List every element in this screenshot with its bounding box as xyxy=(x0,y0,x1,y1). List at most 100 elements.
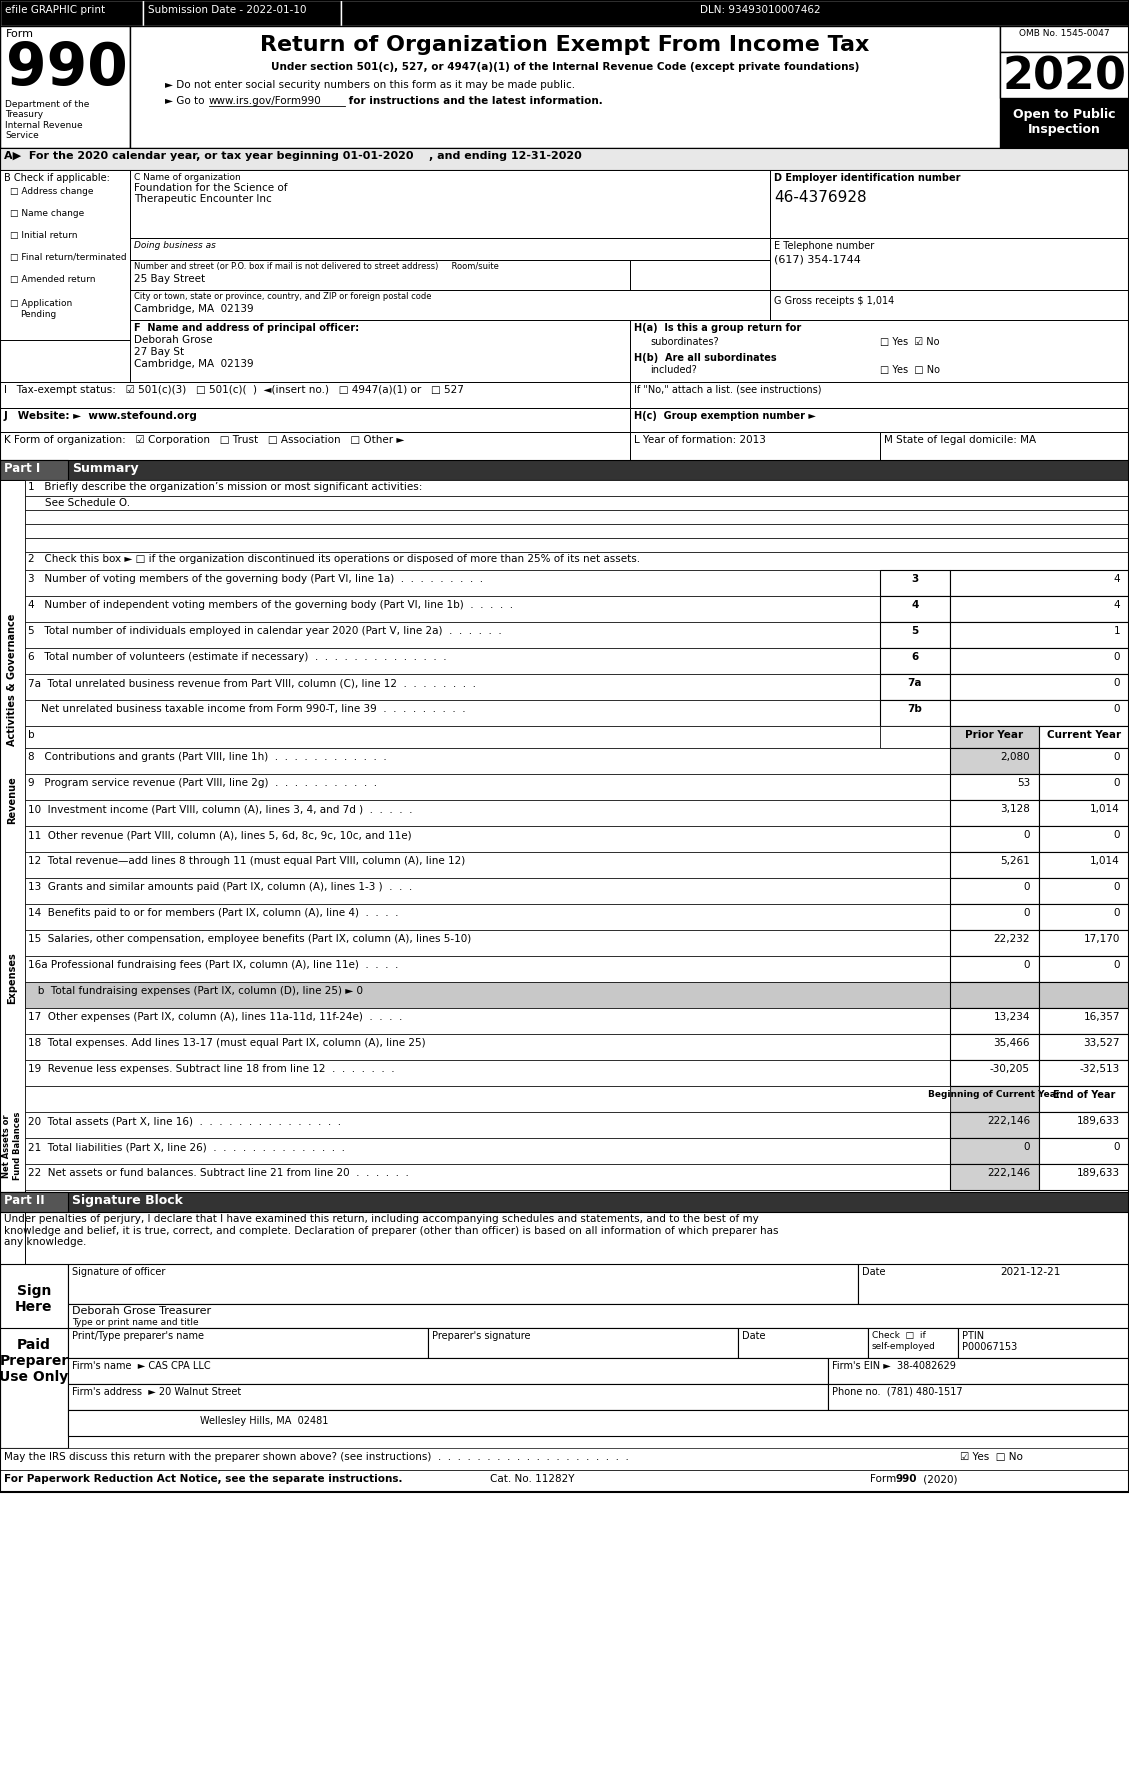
Text: Wellesley Hills, MA  02481: Wellesley Hills, MA 02481 xyxy=(200,1417,329,1426)
Bar xyxy=(25,1033,949,1060)
Text: 2020: 2020 xyxy=(1003,56,1126,99)
Bar xyxy=(879,570,949,596)
Bar xyxy=(130,170,770,238)
Text: 0: 0 xyxy=(1113,777,1120,788)
Text: Revenue: Revenue xyxy=(7,776,17,824)
Text: Deborah Grose: Deborah Grose xyxy=(134,335,212,346)
Text: Cat. No. 11282Y: Cat. No. 11282Y xyxy=(490,1474,575,1485)
Text: for instructions and the latest information.: for instructions and the latest informat… xyxy=(345,97,603,106)
Bar xyxy=(0,27,130,149)
Text: 0: 0 xyxy=(1113,881,1120,892)
Text: 222,146: 222,146 xyxy=(987,1116,1030,1127)
Text: 5   Total number of individuals employed in calendar year 2020 (Part V, line 2a): 5 Total number of individuals employed i… xyxy=(28,627,501,636)
Bar xyxy=(25,853,949,878)
Bar xyxy=(25,1164,949,1189)
Text: M State of legal domicile: MA: M State of legal domicile: MA xyxy=(884,435,1036,444)
Bar xyxy=(130,27,1000,149)
Text: Net Assets or
Fund Balances: Net Assets or Fund Balances xyxy=(2,1112,21,1180)
Text: 46-4376928: 46-4376928 xyxy=(774,190,867,204)
Bar xyxy=(1000,52,1129,99)
Bar xyxy=(130,321,630,381)
Bar xyxy=(949,673,1129,700)
Text: 2021-12-21: 2021-12-21 xyxy=(1000,1266,1060,1277)
Bar xyxy=(0,170,130,340)
Bar xyxy=(949,1137,1039,1164)
Text: For Paperwork Reduction Act Notice, see the separate instructions.: For Paperwork Reduction Act Notice, see … xyxy=(5,1474,403,1485)
Bar xyxy=(0,0,143,27)
Bar xyxy=(130,238,770,260)
Text: 0: 0 xyxy=(1024,829,1030,840)
Text: H(a)  Is this a group return for: H(a) Is this a group return for xyxy=(634,322,802,333)
Bar xyxy=(949,930,1039,956)
Text: H(b)  Are all subordinates: H(b) Are all subordinates xyxy=(634,353,777,364)
Text: Number and street (or P.O. box if mail is not delivered to street address)     R: Number and street (or P.O. box if mail i… xyxy=(134,261,499,270)
Text: Activities & Governance: Activities & Governance xyxy=(7,614,17,747)
Bar xyxy=(0,408,630,432)
Bar xyxy=(0,460,1129,480)
Bar xyxy=(949,1008,1039,1033)
Text: Firm's address  ► 20 Walnut Street: Firm's address ► 20 Walnut Street xyxy=(72,1386,242,1397)
Text: Pending: Pending xyxy=(20,310,56,319)
Text: Signature Block: Signature Block xyxy=(72,1195,183,1207)
Bar xyxy=(1039,749,1129,774)
Bar xyxy=(0,1447,1129,1470)
Text: Submission Date - 2022-01-10: Submission Date - 2022-01-10 xyxy=(148,5,306,14)
Text: 0: 0 xyxy=(1024,960,1030,971)
Bar xyxy=(630,321,1129,381)
Bar xyxy=(25,648,879,673)
Text: 0: 0 xyxy=(1113,829,1120,840)
Text: ► Go to: ► Go to xyxy=(165,97,208,106)
Text: Department of the
Treasury
Internal Revenue
Service: Department of the Treasury Internal Reve… xyxy=(5,100,89,140)
Bar xyxy=(341,0,1129,27)
Text: subordinates?: subordinates? xyxy=(650,337,719,347)
Bar xyxy=(68,1384,828,1410)
Bar xyxy=(1039,725,1129,749)
Bar xyxy=(949,956,1039,981)
Text: b  Total fundraising expenses (Part IX, column (D), line 25) ► 0: b Total fundraising expenses (Part IX, c… xyxy=(28,987,364,996)
Bar xyxy=(879,648,949,673)
Text: 4: 4 xyxy=(911,600,919,611)
Bar xyxy=(25,480,1129,496)
Bar xyxy=(25,749,949,774)
Text: 11  Other revenue (Part VIII, column (A), lines 5, 6d, 8c, 9c, 10c, and 11e): 11 Other revenue (Part VIII, column (A),… xyxy=(28,829,412,840)
Bar xyxy=(949,725,1039,749)
Bar xyxy=(0,1193,68,1213)
Text: 1   Briefly describe the organization’s mission or most significant activities:: 1 Briefly describe the organization’s mi… xyxy=(28,482,422,493)
Text: 2   Check this box ► □ if the organization discontinued its operations or dispos: 2 Check this box ► □ if the organization… xyxy=(28,553,640,564)
Bar xyxy=(1000,27,1129,52)
Bar xyxy=(428,1327,738,1358)
Text: 990: 990 xyxy=(6,39,128,97)
Bar xyxy=(949,1085,1039,1112)
Bar xyxy=(1039,981,1129,1008)
Bar xyxy=(1039,878,1129,904)
Bar xyxy=(130,290,770,321)
Text: 1: 1 xyxy=(1113,627,1120,636)
Text: 19  Revenue less expenses. Subtract line 18 from line 12  .  .  .  .  .  .  .: 19 Revenue less expenses. Subtract line … xyxy=(28,1064,395,1075)
Bar xyxy=(25,904,949,930)
Bar xyxy=(879,596,949,621)
Bar xyxy=(949,596,1129,621)
Bar xyxy=(630,260,770,290)
Text: 22  Net assets or fund balances. Subtract line 21 from line 20  .  .  .  .  .  .: 22 Net assets or fund balances. Subtract… xyxy=(28,1168,409,1178)
Text: Beginning of Current Year: Beginning of Current Year xyxy=(928,1091,1060,1100)
Text: 0: 0 xyxy=(1113,752,1120,761)
Bar xyxy=(879,621,949,648)
Bar xyxy=(25,673,879,700)
Text: -30,205: -30,205 xyxy=(990,1064,1030,1075)
Bar xyxy=(770,290,1129,321)
Bar xyxy=(1039,1033,1129,1060)
Text: Paid
Preparer
Use Only: Paid Preparer Use Only xyxy=(0,1338,69,1384)
Text: K Form of organization:   ☑ Corporation   □ Trust   □ Association   □ Other ►: K Form of organization: ☑ Corporation □ … xyxy=(5,435,404,444)
Bar xyxy=(0,0,1129,27)
Text: Date: Date xyxy=(742,1331,765,1341)
Text: 5: 5 xyxy=(911,627,919,636)
Bar xyxy=(1039,904,1129,930)
Bar xyxy=(1039,1085,1129,1112)
Text: Under penalties of perjury, I declare that I have examined this return, includin: Under penalties of perjury, I declare th… xyxy=(5,1214,779,1247)
Text: 0: 0 xyxy=(1024,1143,1030,1152)
Bar xyxy=(879,673,949,700)
Text: 7a  Total unrelated business revenue from Part VIII, column (C), line 12  .  .  : 7a Total unrelated business revenue from… xyxy=(28,679,476,688)
Text: Prior Year: Prior Year xyxy=(965,731,1023,740)
Bar xyxy=(770,238,1129,290)
Bar xyxy=(25,1137,949,1164)
